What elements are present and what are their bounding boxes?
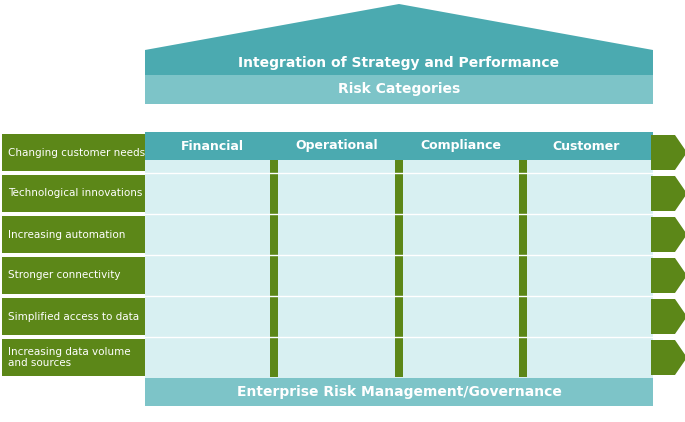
Polygon shape <box>651 176 685 211</box>
Bar <box>395 133 403 377</box>
Text: Customer: Customer <box>552 140 619 152</box>
Bar <box>519 133 527 377</box>
Bar <box>145 75 653 104</box>
Text: Simplified access to data: Simplified access to data <box>8 311 139 322</box>
Bar <box>145 378 653 406</box>
Bar <box>2 134 145 171</box>
Polygon shape <box>651 340 685 375</box>
Text: Stronger connectivity: Stronger connectivity <box>8 271 121 281</box>
Polygon shape <box>651 299 685 334</box>
Text: Changing customer needs: Changing customer needs <box>8 148 145 157</box>
Text: Integration of Strategy and Performance: Integration of Strategy and Performance <box>238 56 560 70</box>
Text: Operational: Operational <box>295 140 378 152</box>
Text: Increasing data volume
and sources: Increasing data volume and sources <box>8 347 131 368</box>
Polygon shape <box>145 4 653 50</box>
Text: Financial: Financial <box>181 140 244 152</box>
Bar <box>2 298 145 335</box>
Bar <box>145 132 653 160</box>
Bar <box>2 175 145 212</box>
Polygon shape <box>651 217 685 252</box>
Bar <box>2 257 145 294</box>
Text: Technological innovations: Technological innovations <box>8 189 142 198</box>
Bar <box>2 339 145 376</box>
Bar <box>271 133 279 377</box>
Text: Risk Categories: Risk Categories <box>338 82 460 97</box>
Bar <box>2 216 145 253</box>
Bar <box>145 50 653 75</box>
Polygon shape <box>651 258 685 293</box>
Polygon shape <box>651 135 685 170</box>
Text: Compliance: Compliance <box>421 140 501 152</box>
Text: Enterprise Risk Management/Governance: Enterprise Risk Management/Governance <box>236 385 562 399</box>
Text: Increasing automation: Increasing automation <box>8 230 125 240</box>
Bar <box>145 132 653 378</box>
